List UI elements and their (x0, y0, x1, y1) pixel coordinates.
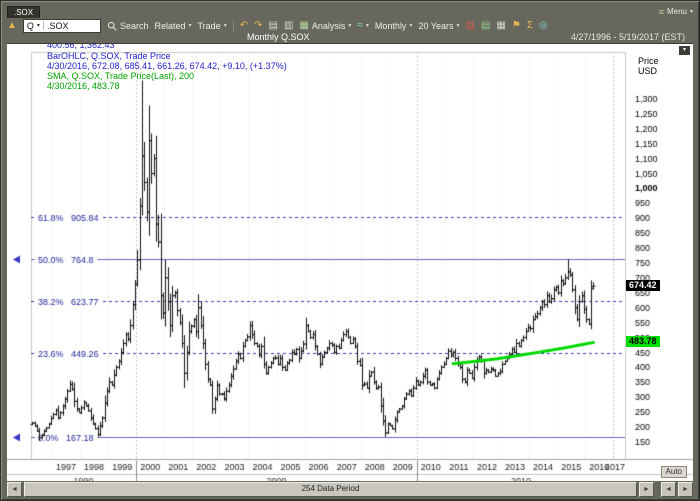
print-icon[interactable]: ▤ (268, 19, 278, 31)
symbol-input[interactable] (46, 20, 97, 31)
legend-sma: SMA, Q.SOX, Trade Price(Last), 200 (47, 71, 195, 81)
overlays-dropdown[interactable]: ≈ ▾ (357, 19, 369, 31)
price-chart[interactable] (7, 44, 693, 481)
related-dropdown[interactable]: Related ▾ (154, 21, 191, 31)
chevron-down-icon: ▾ (348, 22, 352, 29)
data-period-label: 254 Data Period (301, 484, 360, 493)
trade-dropdown[interactable]: Trade ▾ (198, 21, 227, 31)
chevron-down-icon: ▾ (456, 22, 460, 29)
chevron-down-icon[interactable]: ▾ (36, 22, 40, 29)
flag-icon[interactable]: ⚑ (511, 19, 521, 31)
chevron-down-icon: ▾ (365, 22, 369, 29)
bar-chart-icon[interactable]: ▥ (465, 19, 475, 31)
last-price-tag: 674.42 (626, 280, 660, 291)
page-left-button[interactable]: ◄ (661, 482, 676, 497)
menu-button[interactable]: ≡ Menu ▾ (659, 7, 693, 17)
chevron-down-icon: ▾ (689, 8, 693, 15)
analysis-dropdown[interactable]: ▦ Analysis ▾ (299, 19, 352, 31)
divider (232, 20, 234, 31)
menu-label: Menu (666, 7, 687, 16)
calendar-icon[interactable]: ▦ (496, 19, 506, 31)
horizontal-scrollbar[interactable]: ◄ 254 Data Period ► ◄ ► (7, 482, 693, 497)
undo-icon[interactable]: ↶ (239, 19, 249, 31)
chevron-down-icon: ▾ (188, 22, 192, 29)
scrollbar-track[interactable]: 254 Data Period (24, 482, 637, 497)
scroll-right-button[interactable]: ► (639, 482, 654, 497)
chevron-down-icon: ▾ (223, 22, 227, 29)
search-icon (107, 21, 117, 31)
analysis-icon: ▦ (299, 19, 309, 31)
chevron-down-icon: ▾ (409, 22, 413, 29)
symbol-search-box[interactable]: Q ▾ (22, 18, 101, 33)
search-label: Search (119, 20, 149, 31)
chart-panel: 400.56, 1,362.43 BarOHLC, Q.SOX, Trade P… (7, 43, 693, 481)
tab-strip: .SOX ≡ Menu ▾ (7, 5, 693, 18)
axis-price-label: Price (638, 56, 659, 66)
search-button[interactable]: Search (107, 20, 149, 31)
legend-sma-value: 4/30/2016, 483.78 (47, 81, 120, 91)
related-label: Related (154, 20, 186, 31)
divider (42, 21, 44, 30)
main-toolbar: ▲ Q ▾ Search Related ▾ Trade ▾ ↶ ↷ ▤ ▥ ▦… (7, 18, 693, 33)
date-range: 4/27/1996 - 5/19/2017 (EST) (570, 32, 685, 42)
overlay-icon[interactable]: ▤ (480, 19, 491, 31)
redo-icon[interactable]: ↷ (254, 19, 263, 31)
quote-type-label[interactable]: Q (26, 20, 34, 31)
range-dropdown[interactable]: 20 Years ▾ (418, 21, 459, 31)
interval-label: Monthly (374, 20, 407, 31)
page-title: Monthly Q.SOX (247, 32, 310, 42)
range-label: 20 Years (418, 20, 454, 31)
title-row: Monthly Q.SOX 4/27/1996 - 5/19/2017 (EST… (7, 32, 693, 43)
sma-price-tag: 483.78 (626, 336, 660, 347)
legend-series: BarOHLC, Q.SOX, Trade Price (47, 51, 171, 61)
axis-currency-label: USD (638, 66, 658, 76)
interval-dropdown[interactable]: Monthly ▾ (375, 21, 413, 31)
waves-icon: ≈ (357, 19, 363, 31)
legend-range: 400.56, 1,362.43 (47, 43, 115, 50)
trade-label: Trade (197, 20, 221, 31)
sum-icon[interactable]: Σ (526, 19, 534, 31)
chart-type-icon[interactable]: ▥ (283, 19, 294, 31)
scroll-left-button[interactable]: ◄ (7, 482, 22, 497)
target-icon[interactable]: ◎ (539, 19, 548, 31)
divider (656, 482, 659, 497)
analysis-label: Analysis (311, 20, 346, 31)
legend-ohlc: 4/30/2016, 672.08, 685.41, 661.26, 674.4… (47, 61, 287, 71)
up-arrow-icon[interactable]: ▲ (7, 19, 17, 31)
menu-icon: ≡ (658, 6, 664, 17)
panel-menu-icon[interactable]: ▾ (679, 46, 690, 55)
page-right-button[interactable]: ► (678, 482, 693, 497)
auto-scale-button[interactable]: Auto (660, 466, 687, 478)
tab-sox[interactable]: .SOX (7, 5, 41, 18)
